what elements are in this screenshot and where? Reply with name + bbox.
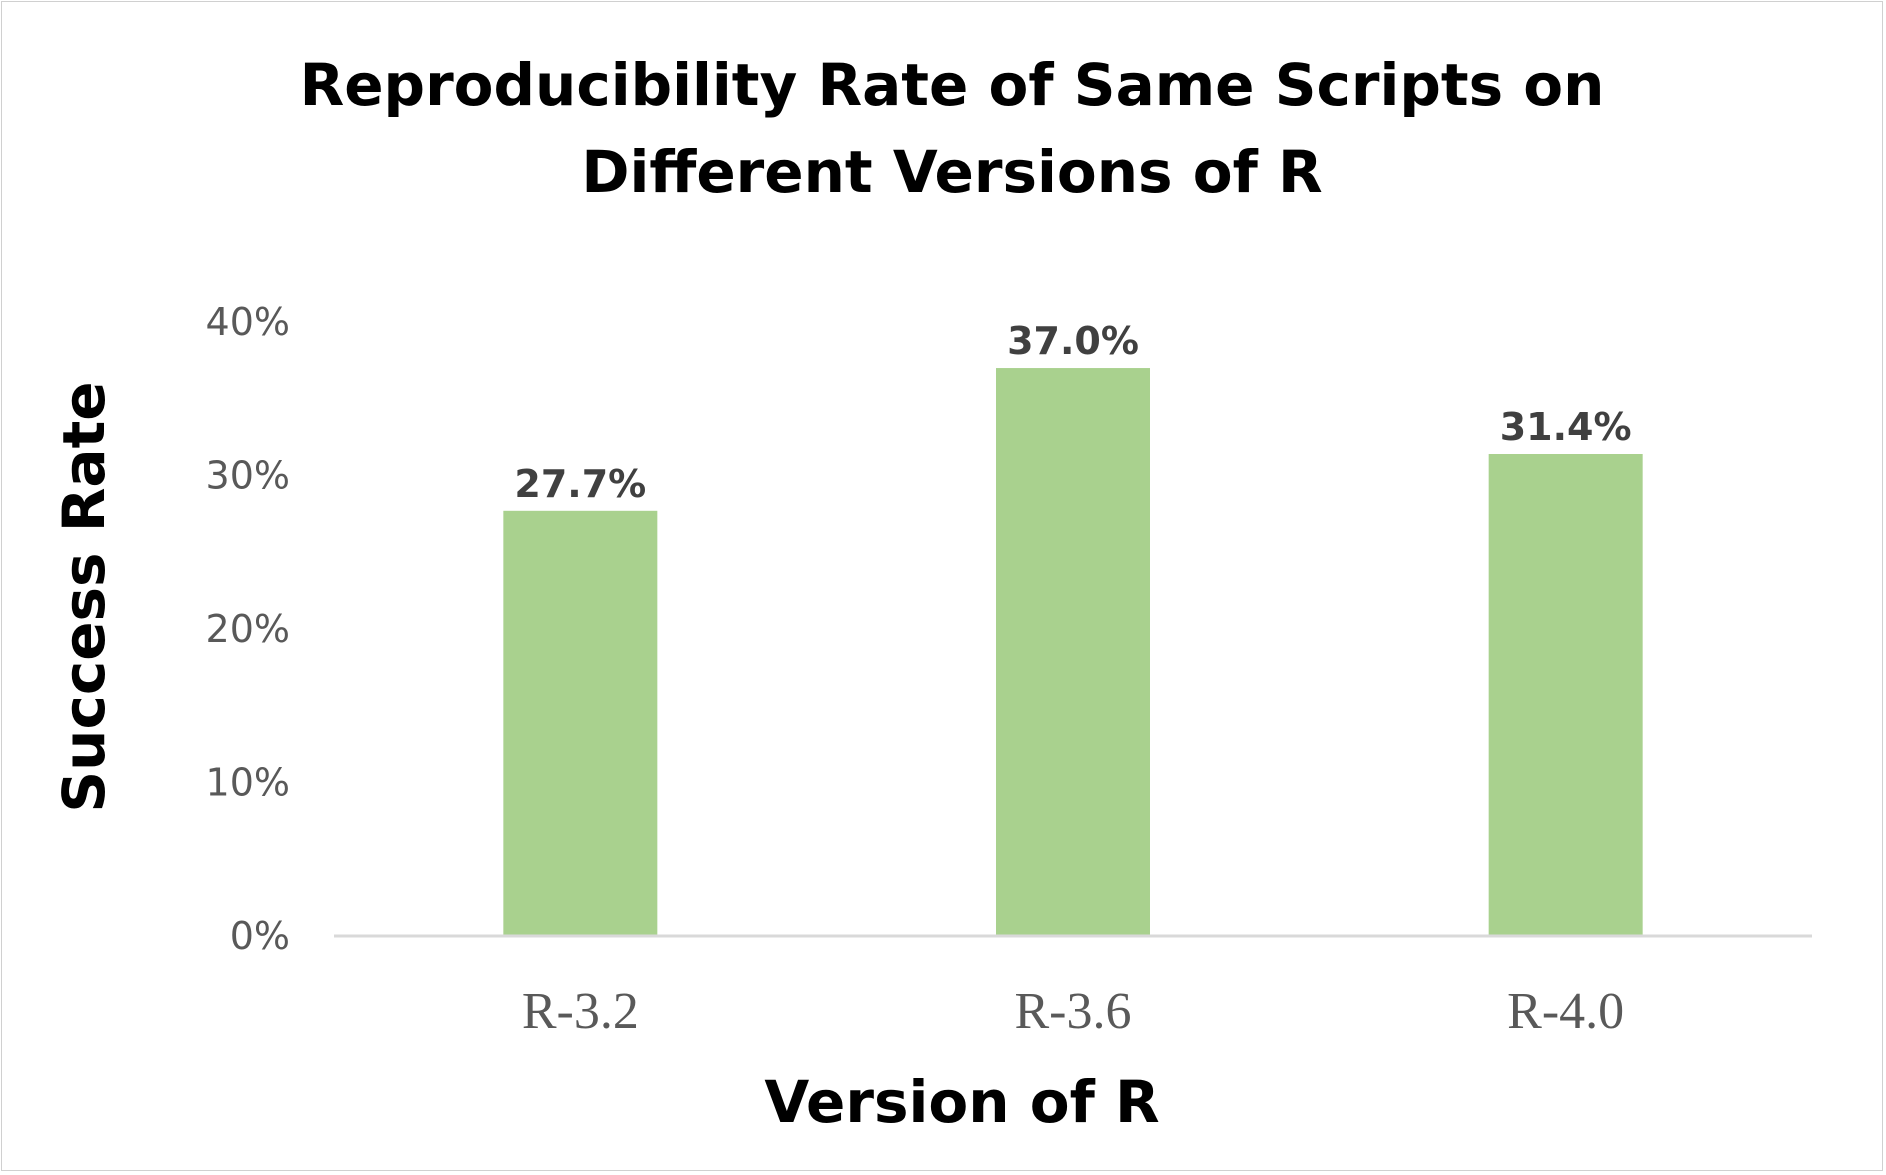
chart-title-line-1: Reproducibility Rate of Same Scripts on (300, 51, 1605, 119)
bar-series (503, 368, 1643, 936)
x-tick-label: R-4.0 (1507, 983, 1624, 1040)
y-tick-label: 40% (206, 300, 290, 344)
data-labels: 27.7% 37.0% 31.4% (514, 319, 1631, 506)
x-axis-title: Version of R (764, 1068, 1159, 1136)
y-tick-label: 0% (230, 914, 290, 958)
x-tick-label: R-3.2 (522, 983, 639, 1040)
bar (503, 510, 658, 936)
bar (1488, 454, 1643, 936)
y-tick-label: 30% (206, 454, 290, 498)
y-axis-title: Success Rate (50, 381, 118, 812)
y-tick-label: 10% (206, 761, 290, 805)
chart-title-line-2: Different Versions of R (581, 138, 1322, 206)
y-tick-label: 20% (206, 607, 290, 651)
bar-data-label: 27.7% (514, 462, 646, 506)
bar-data-label: 31.4% (1500, 405, 1632, 449)
bar-data-label: 37.0% (1007, 319, 1139, 363)
bar (996, 368, 1150, 936)
y-axis-ticks: 0% 10% 20% 30% 40% (206, 300, 290, 958)
x-axis-ticks: R-3.2 R-3.6 R-4.0 (522, 983, 1624, 1040)
x-tick-label: R-3.6 (1015, 983, 1132, 1040)
